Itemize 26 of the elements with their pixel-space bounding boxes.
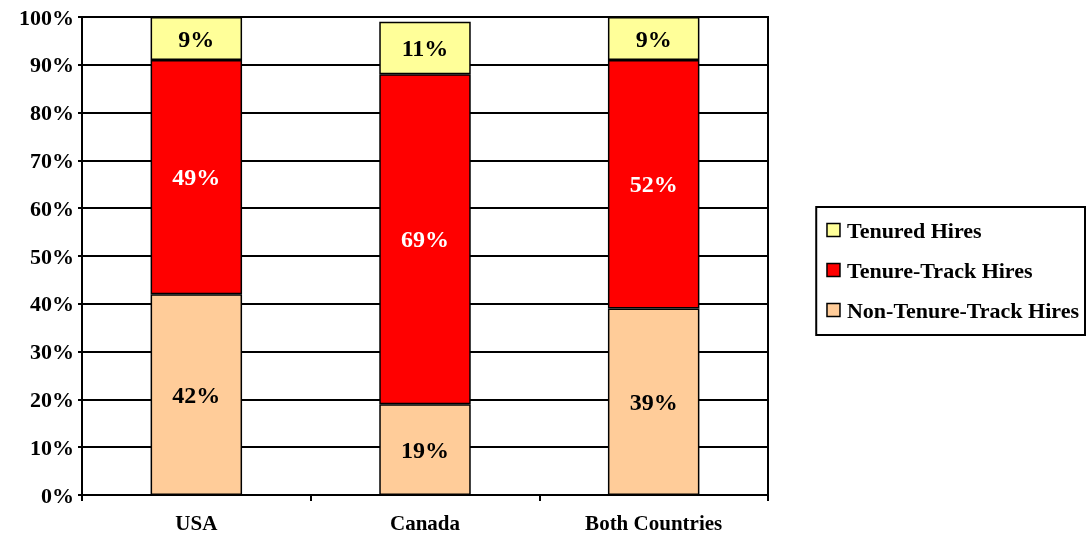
x-tick-label: Both Countries (585, 510, 723, 535)
legend-label: Non-Tenure-Track Hires (846, 297, 1080, 323)
y-tick-label: 0% (41, 482, 74, 508)
y-tick-label: 80% (30, 100, 74, 126)
data-label: 52% (629, 171, 678, 198)
y-tick-label: 30% (30, 339, 74, 365)
y-tick-label: 20% (30, 386, 74, 412)
data-label: 69% (401, 226, 449, 253)
data-label: 11% (401, 35, 449, 62)
x-tick-label: Canada (389, 510, 461, 535)
legend-label: Tenure-Track Hires (846, 257, 1033, 283)
data-label: 39% (629, 388, 678, 415)
data-label: 9% (178, 25, 215, 52)
data-label: 19% (401, 436, 449, 463)
y-tick-label: 90% (30, 52, 74, 78)
x-tick-label: USA (175, 510, 219, 535)
y-tick-label: 70% (30, 147, 74, 173)
y-tick-label: 40% (30, 291, 74, 317)
data-label: 49% (172, 164, 221, 191)
y-tick-label: 60% (30, 195, 74, 221)
legend-label: Tenured Hires (846, 217, 983, 243)
data-label: 42% (172, 381, 221, 408)
y-tick-label: 10% (30, 434, 74, 460)
y-tick-label: 50% (30, 243, 74, 269)
y-tick-label: 100% (19, 4, 74, 30)
data-label: 9% (635, 25, 672, 52)
